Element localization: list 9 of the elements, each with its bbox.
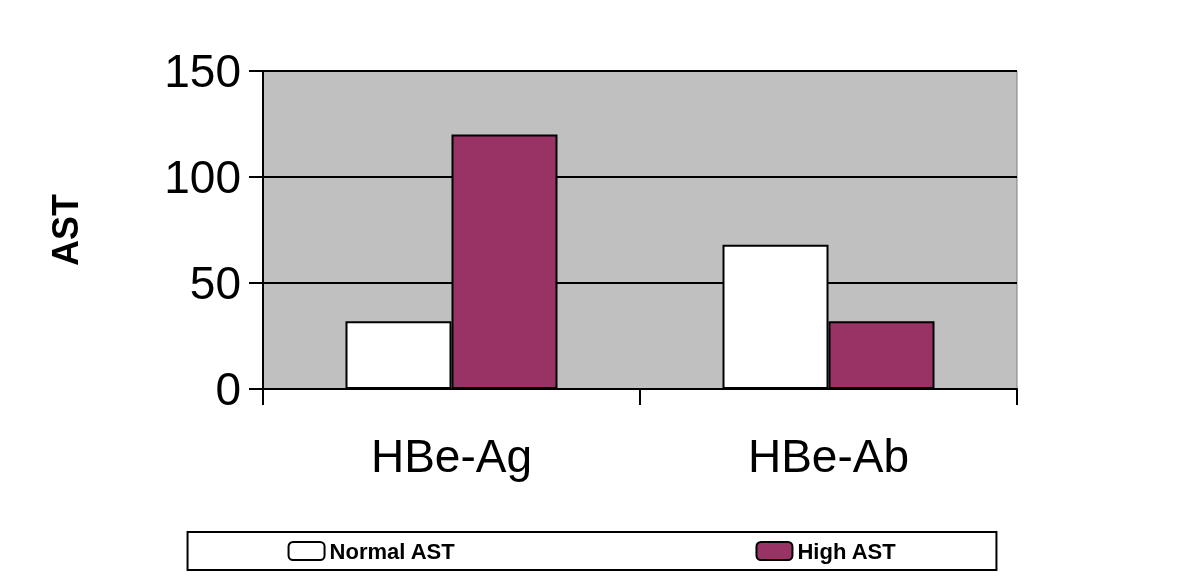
legend-label: High AST [797,538,897,564]
y-tick-label: 0 [215,363,241,415]
y-axis-title: AST [44,193,86,266]
y-tick-label: 150 [164,45,241,97]
y-tick-label: 50 [189,257,241,309]
y-tick-label: 100 [164,151,241,203]
x-tick-label: HBe-Ag [370,430,533,482]
legend-label: Normal AST [329,538,456,564]
x-tick-label: HBe-Ab [747,430,910,482]
